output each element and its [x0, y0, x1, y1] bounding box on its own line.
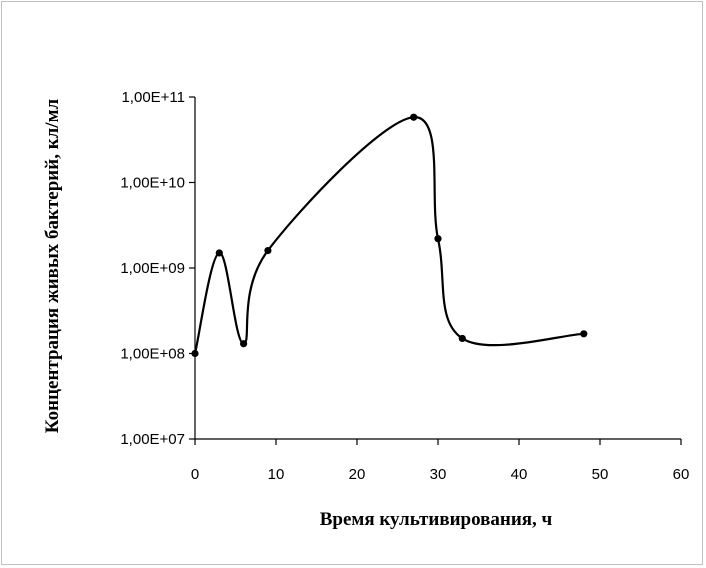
y-tick-label: 1,00E+10	[120, 175, 185, 192]
data-point	[434, 235, 442, 243]
y-tick-label: 1,00E+11	[121, 89, 185, 106]
y-axis-ticks: 1,00E+07 1,00E+08 1,00E+09 1,00E+10 1,00E+11	[120, 89, 195, 448]
y-tick-label: 1,00E+09	[120, 260, 185, 277]
y-axis-title: Концентрация живых бактерий, кл/мл	[42, 98, 63, 433]
data-point	[240, 340, 248, 348]
x-tick-label: 10	[268, 466, 285, 483]
series-line	[193, 116, 584, 354]
x-tick-label: 20	[349, 466, 366, 483]
x-axis-ticks: 0 10 20 30 40 50 60	[191, 439, 690, 483]
x-tick-label: 0	[191, 466, 199, 483]
data-point	[264, 246, 272, 255]
data-point	[410, 113, 418, 121]
data-point	[191, 349, 199, 358]
x-tick-label: 30	[430, 466, 447, 483]
y-tick-label: 1,00E+08	[120, 346, 185, 363]
data-points	[191, 113, 588, 358]
x-axis-title: Время культивирования, ч	[320, 509, 553, 530]
y-tick-label: 1,00E+07	[120, 431, 185, 448]
data-point	[580, 330, 588, 338]
x-tick-label: 60	[673, 466, 690, 483]
x-tick-label: 40	[511, 466, 528, 483]
data-point	[458, 334, 466, 343]
data-point	[215, 249, 223, 257]
x-tick-label: 50	[592, 466, 609, 483]
